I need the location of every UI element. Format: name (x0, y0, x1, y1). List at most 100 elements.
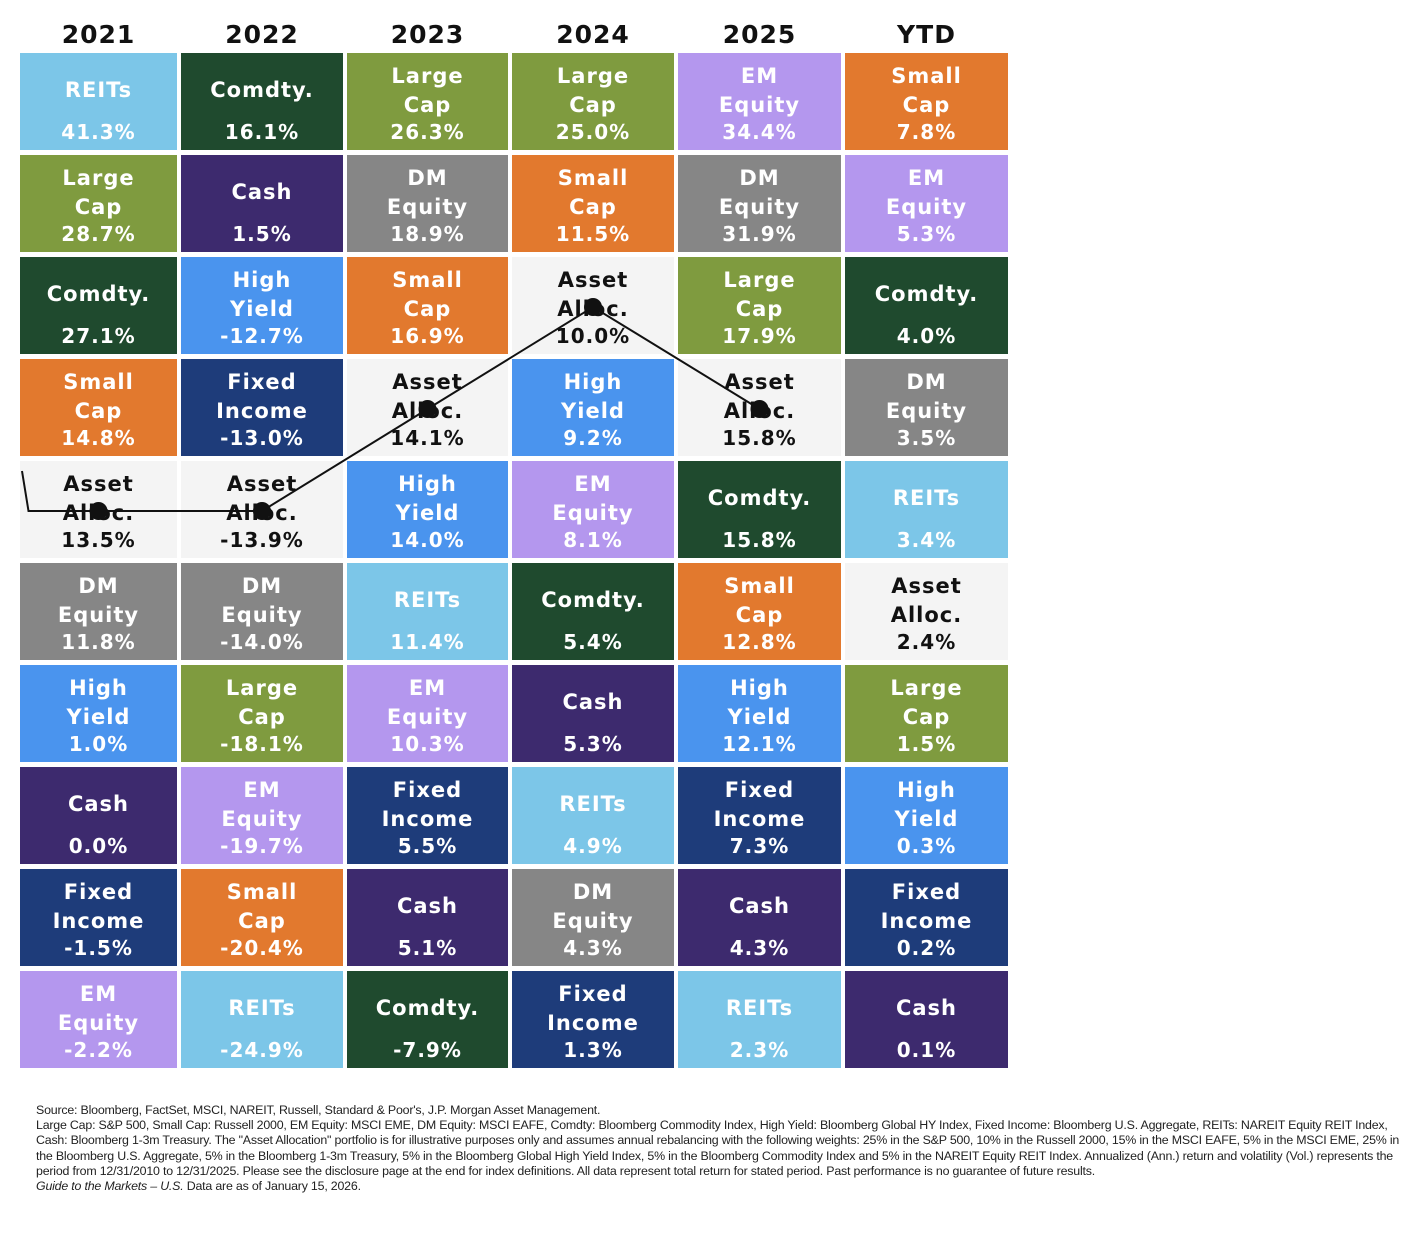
cell-ytd-comdty: Comdty. 4.0% (845, 257, 1008, 354)
asset-label: Small Cap (63, 369, 134, 423)
return-value: 14.0% (390, 528, 465, 552)
asset-label: REITs (725, 996, 794, 1020)
return-value: 11.8% (61, 630, 136, 654)
return-value: 41.3% (61, 120, 136, 144)
asset-label: Cash (396, 894, 459, 918)
cell-2024-fixed-income: Fixed Income 1.3% (512, 971, 674, 1068)
cell-2022-small-cap: Small Cap -20.4% (181, 869, 343, 966)
return-value: 28.7% (61, 222, 136, 246)
asset-label: Comdty. (707, 486, 812, 510)
asset-label: Small Cap (724, 573, 795, 627)
return-value: -13.9% (220, 528, 304, 552)
cell-ytd-em-equity: EM Equity 5.3% (845, 155, 1008, 252)
footnote-definitions: Large Cap: S&P 500, Small Cap: Russell 2… (36, 1118, 1400, 1178)
return-value: 25.0% (555, 120, 631, 144)
cell-2021-dm-equity: DM Equity 11.8% (20, 563, 177, 660)
asset-label: Fixed Income (216, 369, 308, 423)
asset-label: EM Equity (885, 165, 968, 219)
asset-label: Large Cap (723, 267, 796, 321)
return-value: 4.3% (729, 936, 790, 960)
column-header-2022: 2022 (225, 19, 299, 49)
return-value: 1.5% (232, 222, 292, 246)
return-value: 11.4% (390, 630, 465, 654)
asset-label: REITs (393, 588, 462, 612)
cell-2023-em-equity: EM Equity 10.3% (347, 665, 508, 762)
asset-label: DM Equity (221, 573, 303, 627)
cell-2025-high-yield: High Yield 12.1% (678, 665, 841, 762)
asset-label: Asset Alloc. (723, 369, 796, 423)
cell-2025-cash: Cash 4.3% (678, 869, 841, 966)
asset-label: EM Equity (221, 777, 303, 831)
asset-label: Fixed Income (547, 981, 639, 1035)
asset-label: High Yield (395, 471, 460, 525)
return-value: -14.0% (220, 630, 304, 654)
asset-label: REITs (64, 78, 133, 102)
cell-2025-asset-alloc: Asset Alloc. 15.8% (678, 359, 841, 456)
asset-label: High Yield (894, 777, 959, 831)
cell-2021-comdty: Comdty. 27.1% (20, 257, 177, 354)
cell-2022-large-cap: Large Cap -18.1% (181, 665, 343, 762)
cell-2021-asset-alloc: Asset Alloc. 13.5% (20, 461, 177, 558)
asset-label: Asset Alloc. (62, 471, 135, 525)
cell-2024-high-yield: High Yield 9.2% (512, 359, 674, 456)
return-value: 1.5% (896, 732, 957, 756)
cell-2022-dm-equity: DM Equity -14.0% (181, 563, 343, 660)
asset-label: Comdty. (210, 78, 314, 102)
asset-label: Asset Alloc. (557, 267, 629, 321)
cell-ytd-small-cap: Small Cap 7.8% (845, 53, 1008, 150)
cell-2023-asset-alloc: Asset Alloc. 14.1% (347, 359, 508, 456)
cell-2025-comdty: Comdty. 15.8% (678, 461, 841, 558)
cell-2022-cash: Cash 1.5% (181, 155, 343, 252)
cell-2024-em-equity: EM Equity 8.1% (512, 461, 674, 558)
cell-2021-em-equity: EM Equity -2.2% (20, 971, 177, 1068)
asset-label: Small Cap (891, 63, 962, 117)
asset-label: Asset Alloc. (226, 471, 298, 525)
cell-2022-em-equity: EM Equity -19.7% (181, 767, 343, 864)
return-value: 5.4% (563, 630, 623, 654)
asset-label: Fixed Income (381, 777, 474, 831)
asset-label: DM Equity (718, 165, 801, 219)
cell-2023-high-yield: High Yield 14.0% (347, 461, 508, 558)
asset-label: Comdty. (541, 588, 645, 612)
column-header-ytd: YTD (897, 19, 956, 49)
asset-label: Cash (231, 180, 293, 204)
column-header-2025: 2025 (722, 19, 797, 49)
return-value: 0.2% (896, 936, 957, 960)
asset-label: REITs (228, 996, 296, 1020)
return-value: 1.3% (563, 1038, 623, 1062)
cell-2023-dm-equity: DM Equity 18.9% (347, 155, 508, 252)
cell-ytd-fixed-income: Fixed Income 0.2% (845, 869, 1008, 966)
cell-2024-large-cap: Large Cap 25.0% (512, 53, 674, 150)
asset-label: Comdty. (874, 282, 979, 306)
cell-2022-asset-alloc: Asset Alloc. -13.9% (181, 461, 343, 558)
cell-2024-cash: Cash 5.3% (512, 665, 674, 762)
return-value: 2.3% (729, 1038, 790, 1062)
cell-2023-cash: Cash 5.1% (347, 869, 508, 966)
asset-label: DM Equity (386, 165, 469, 219)
asset-label: Large Cap (391, 63, 464, 117)
cell-2024-comdty: Comdty. 5.4% (512, 563, 674, 660)
return-value: 14.1% (390, 426, 465, 450)
return-value: -19.7% (220, 834, 304, 858)
return-value: 5.1% (397, 936, 458, 960)
asset-label: Small Cap (557, 165, 629, 219)
asset-label: Large Cap (62, 165, 135, 219)
return-value: 7.8% (896, 120, 957, 144)
footnote: Source: Bloomberg, FactSet, MSCI, NAREIT… (36, 1103, 1406, 1194)
return-value: -1.5% (64, 936, 133, 960)
cell-2024-small-cap: Small Cap 11.5% (512, 155, 674, 252)
cell-2024-asset-alloc: Asset Alloc. 10.0% (512, 257, 674, 354)
asset-label: Cash (728, 894, 791, 918)
cell-2025-em-equity: EM Equity 34.4% (678, 53, 841, 150)
cell-2023-large-cap: Large Cap 26.3% (347, 53, 508, 150)
asset-label: Fixed Income (713, 777, 806, 831)
return-value: 8.1% (563, 528, 623, 552)
asset-label: Cash (562, 690, 624, 714)
cell-2021-large-cap: Large Cap 28.7% (20, 155, 177, 252)
cell-ytd-large-cap: Large Cap 1.5% (845, 665, 1008, 762)
asset-label: Large Cap (225, 675, 299, 729)
return-value: 18.9% (390, 222, 465, 246)
cell-ytd-cash: Cash 0.1% (845, 971, 1008, 1068)
asset-label: EM Equity (552, 471, 634, 525)
asset-label: High Yield (561, 369, 625, 423)
